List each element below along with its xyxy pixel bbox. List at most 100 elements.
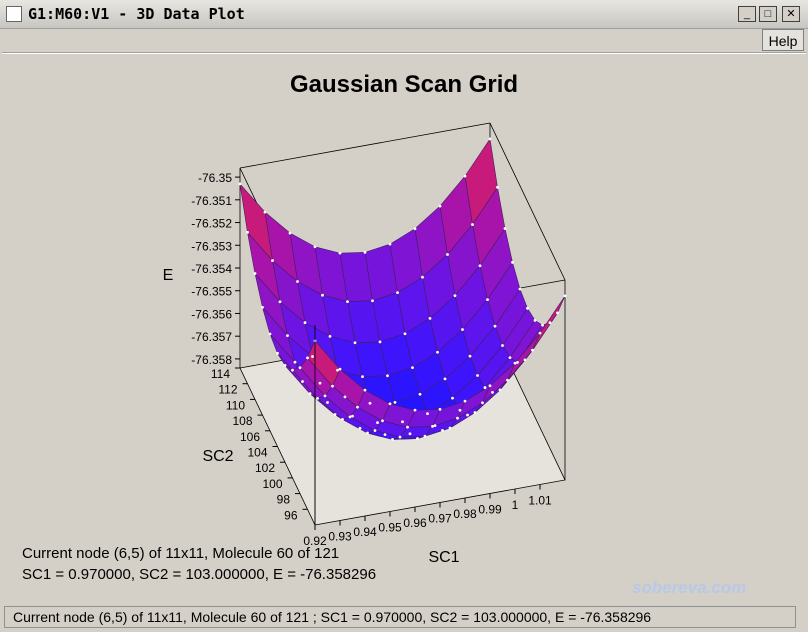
- grid-node: [503, 227, 507, 230]
- z-tick-label: -76.354: [191, 262, 232, 276]
- grid-node: [476, 374, 479, 377]
- z-tick-label: -76.35: [198, 171, 232, 185]
- y-tick-label: 100: [262, 477, 282, 491]
- y-tick-label: 106: [240, 430, 260, 444]
- grid-node: [393, 400, 397, 404]
- grid-node: [326, 401, 329, 404]
- info-text: Current node (6,5) of 11x11, Molecule 60…: [22, 545, 339, 562]
- grid-node: [408, 432, 412, 436]
- info-text: SC1 = 0.970000, SC2 = 103.000000, E = -7…: [22, 566, 376, 583]
- grid-node: [328, 334, 332, 338]
- grid-node: [316, 397, 319, 400]
- title-bar: G1:M60:V1 - 3D Data Plot _ □ ✕: [0, 0, 808, 29]
- grid-node: [341, 417, 344, 421]
- grid-node: [276, 351, 279, 355]
- y-tick-label: 112: [218, 383, 237, 397]
- grid-node: [333, 413, 337, 416]
- grid-node: [433, 424, 437, 428]
- grid-node: [298, 366, 302, 370]
- app-icon: [6, 6, 22, 22]
- grid-node: [381, 419, 384, 423]
- grid-node: [363, 250, 367, 254]
- grid-node: [483, 386, 487, 389]
- x-tick-label: 0.94: [353, 525, 377, 539]
- status-bar: Current node (6,5) of 11x11, Molecule 60…: [4, 606, 796, 628]
- grid-node: [441, 429, 444, 432]
- grid-node: [463, 399, 467, 403]
- z-tick-label: -76.358: [191, 353, 232, 367]
- grid-node: [388, 242, 392, 246]
- grid-node: [421, 275, 424, 279]
- grid-node: [516, 361, 519, 364]
- grid-node: [263, 210, 267, 214]
- z-axis-label: E: [163, 267, 174, 284]
- grid-node: [356, 405, 359, 409]
- box-edge: [489, 122, 566, 281]
- grid-node: [238, 182, 242, 186]
- grid-node: [373, 429, 377, 432]
- close-button[interactable]: ✕: [782, 6, 800, 22]
- grid-node: [538, 331, 542, 335]
- grid-node: [338, 251, 342, 255]
- grid-node: [308, 392, 312, 396]
- x-tick-label: 0.99: [478, 503, 502, 517]
- z-tick-label: -76.352: [191, 217, 232, 231]
- grid-node: [301, 380, 304, 383]
- x-tick-label: 0.97: [428, 512, 452, 526]
- grid-node: [338, 367, 342, 371]
- grid-node: [481, 401, 484, 405]
- grid-node: [291, 368, 294, 372]
- grid-node: [548, 321, 552, 325]
- y-tick-label: 110: [226, 398, 245, 412]
- grid-node: [366, 431, 369, 435]
- z-tick-label: -76.356: [191, 307, 232, 321]
- grid-node: [493, 324, 497, 328]
- grid-node: [413, 408, 417, 412]
- grid-node: [283, 363, 287, 367]
- z-tick-label: -76.357: [191, 330, 232, 344]
- grid-node: [368, 401, 372, 405]
- grid-node: [428, 316, 432, 320]
- grid-node: [271, 259, 274, 262]
- grid-node: [386, 374, 389, 378]
- grid-node: [491, 390, 494, 394]
- x-tick-label: 0.93: [328, 530, 352, 544]
- grid-node: [436, 350, 439, 354]
- minimize-button[interactable]: _: [738, 6, 756, 22]
- grid-node: [496, 185, 499, 189]
- grid-node: [343, 395, 347, 399]
- grid-node: [401, 420, 404, 424]
- grid-node: [403, 332, 407, 336]
- grid-node: [396, 291, 399, 295]
- grid-node: [563, 294, 567, 298]
- window-title: G1:M60:V1 - 3D Data Plot: [28, 5, 245, 23]
- grid-node: [506, 378, 509, 382]
- grid-node: [438, 407, 442, 411]
- grid-node: [288, 231, 292, 235]
- grid-node: [388, 402, 392, 406]
- maximize-button[interactable]: □: [759, 6, 777, 22]
- grid-node: [311, 355, 314, 358]
- grid-node: [353, 341, 357, 345]
- x-tick-label: 0.92: [303, 534, 327, 548]
- grid-node: [423, 434, 427, 438]
- grid-node: [348, 415, 352, 419]
- grid-node: [346, 300, 349, 304]
- grid-node: [416, 437, 419, 440]
- grid-node: [518, 287, 522, 291]
- grid-node: [363, 388, 367, 392]
- grid-node: [296, 280, 299, 283]
- grid-node: [533, 318, 537, 322]
- help-button[interactable]: Help: [762, 29, 804, 51]
- grid-node: [331, 384, 334, 388]
- grid-node: [253, 272, 257, 275]
- y-tick-label: 96: [284, 508, 298, 522]
- grid-node: [466, 413, 469, 417]
- grid-node: [473, 411, 477, 414]
- grid-node: [526, 306, 529, 310]
- grid-node: [351, 414, 354, 418]
- grid-node: [371, 299, 374, 303]
- grid-node: [321, 293, 324, 297]
- grid-node: [426, 412, 429, 415]
- y-axis-label: SC2: [202, 448, 233, 465]
